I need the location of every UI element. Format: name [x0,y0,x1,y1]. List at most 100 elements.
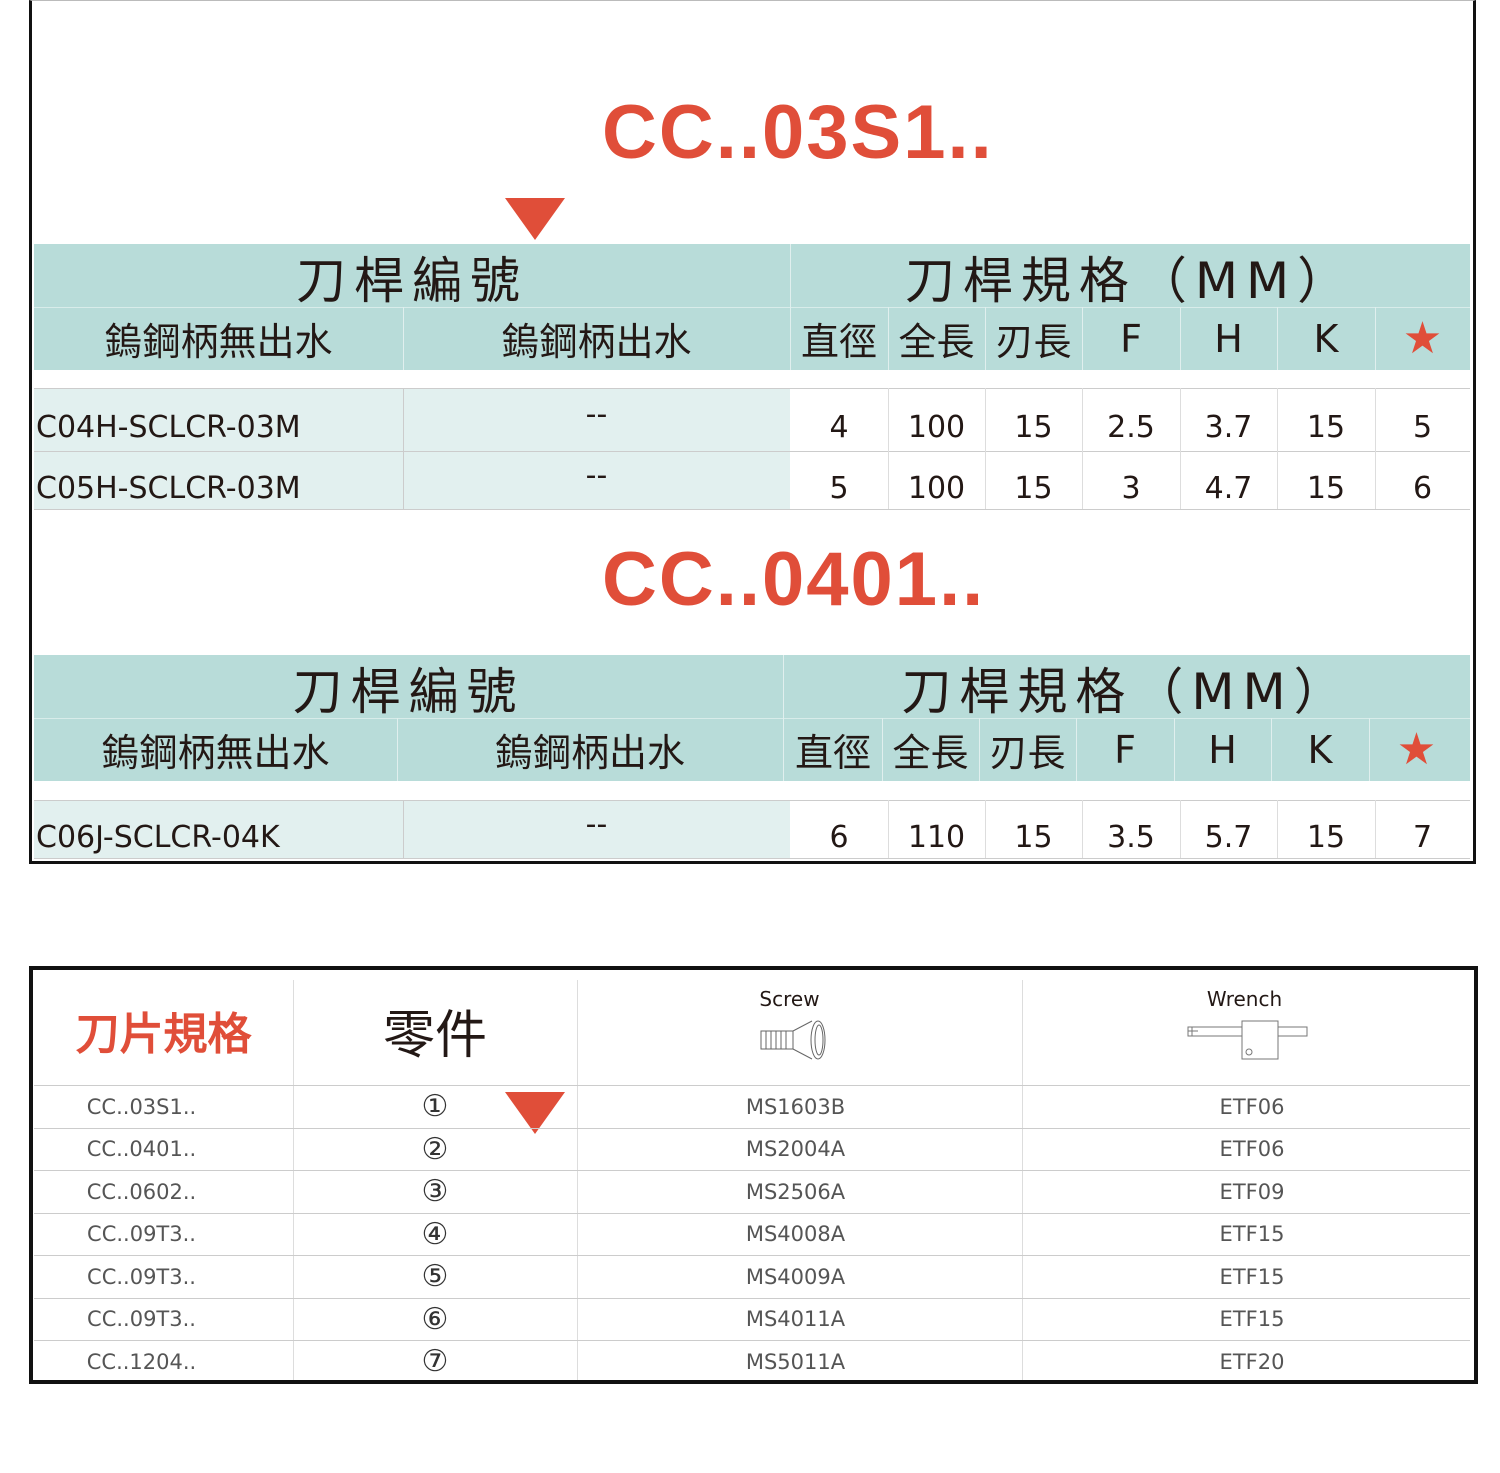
header-divider [1174,718,1175,781]
wrench-model: ETF09 [1219,1179,1285,1204]
header-divider [979,718,980,781]
screw-model: MS2004A [745,1137,846,1161]
toolholder-coolant: -- [585,397,608,432]
spec-value: 6 [829,819,849,855]
header-spec-0: 直徑 [794,731,871,775]
wrench-icon [1187,1020,1309,1066]
header-spec-5: K [1307,727,1333,772]
header-coolant: 鎢鋼柄出水 [494,731,685,775]
header-no-coolant: 鎢鋼柄無出水 [101,731,330,775]
part-number: ⑦ [421,1344,449,1379]
wrench-model: ETF15 [1219,1222,1285,1246]
col-divider [1375,451,1376,509]
screw-model: MS4009A [745,1264,846,1289]
spec-value: 100 [907,410,966,445]
toolholder-no-coolant: C04H-SCLCR-03M [36,410,301,445]
col-divider [1180,388,1181,451]
toolholder-coolant: -- [585,457,608,493]
section-title-text: CC..03S1.. [602,90,994,175]
toolholder-no-coolant: C06J-SCLCR-04K [36,819,280,855]
screw-model: MS4011A [745,1307,846,1331]
col-divider [1180,451,1181,509]
col-divider [1375,800,1376,858]
col-divider [985,800,986,858]
header-divider [882,718,883,781]
col-divider [1082,388,1083,451]
header-group-toolholder-no: 刀桿編號 [292,663,525,721]
header-spec-3: F [1114,727,1136,772]
spec-value: 15 [1014,410,1053,445]
spec-value: 110 [907,819,966,855]
header-spec-1: 全長 [898,320,975,364]
header-spec-2: 刃長 [989,731,1066,775]
spec-value: 15 [1014,819,1053,855]
spec-value: 7 [1412,819,1433,855]
insert-model: CC..0602.. [86,1179,197,1204]
col-divider [293,980,294,1380]
toolholder-spec-panel [29,0,1476,864]
section-title: CC..0401.. [0,535,1500,1134]
toolholder-no-coolant: C05H-SCLCR-03M [36,470,301,506]
header-no-coolant: 鎢鋼柄無出水 [104,320,333,364]
spec-value: 4.7 [1204,470,1253,506]
wrench-model: ETF06 [1219,1137,1285,1161]
header-spec-5: K [1313,316,1339,361]
part-number: ⑤ [421,1259,449,1294]
row-divider [34,1085,1470,1086]
col-divider [985,388,986,451]
insert-model: CC..0401.. [86,1137,197,1161]
wrench-model: ETF15 [1219,1264,1285,1289]
header-divider [397,718,398,781]
header-divider [34,718,1470,719]
header-insert: 刀片規格 [75,1009,252,1060]
part-number: ④ [421,1216,449,1252]
triangle-down-icon [505,198,565,240]
spec-value: 6 [1412,470,1433,506]
header-wrench: Wrench [1206,987,1283,1011]
toolholder-coolant: -- [585,806,608,842]
col-divider [403,388,404,451]
spec-value: 2.5 [1107,410,1155,445]
header-divider [1076,718,1077,781]
row-divider [34,1212,1470,1214]
header-divider [1180,307,1181,370]
header-group-toolholder-no: 刀桿編號 [296,252,528,310]
col-divider [888,388,889,451]
col-divider [1277,388,1278,451]
header-spec-0: 直徑 [800,320,877,364]
parts-table [29,966,1478,1384]
table-row-bg [34,800,790,858]
part-number: ② [421,1131,449,1167]
header-divider [1271,718,1272,781]
header-divider [1277,307,1278,370]
header-group-specs: 刀桿規格（MM） [904,252,1356,310]
header-parts: 零件 [382,1005,487,1066]
spec-value: 5 [1412,410,1433,445]
spec-value: 3.7 [1204,410,1253,445]
header-divider [403,307,404,370]
spec-value: 100 [907,470,966,506]
spec-value: 3 [1121,470,1141,506]
header-divider [888,307,889,370]
insert-model: CC..09T3.. [87,1264,196,1289]
header-screw: Screw [759,987,820,1011]
col-divider [1277,451,1278,509]
spec-value: 5 [829,470,849,506]
triangle-down-icon [505,1092,565,1134]
table-row-bg [34,451,790,509]
header-divider [1369,718,1370,781]
col-divider [403,451,404,509]
col-divider [985,451,986,509]
col-divider [403,800,404,858]
header-divider [34,307,1470,308]
row-divider [34,1297,1470,1299]
spec-value: 4 [829,410,849,445]
spec-value: 15 [1306,410,1346,445]
header-spec-3: F [1120,316,1142,361]
screw-model: MS2506A [745,1179,846,1204]
spec-value: 15 [1014,470,1053,506]
spec-value: 15 [1306,819,1346,855]
header-spec-6: ★ [1396,724,1437,775]
header-divider [783,655,784,781]
col-divider [888,800,889,858]
